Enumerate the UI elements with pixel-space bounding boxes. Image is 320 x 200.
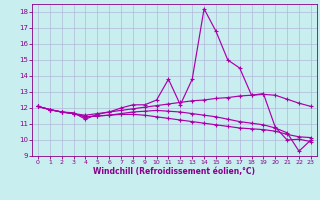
X-axis label: Windchill (Refroidissement éolien,°C): Windchill (Refroidissement éolien,°C) xyxy=(93,167,255,176)
